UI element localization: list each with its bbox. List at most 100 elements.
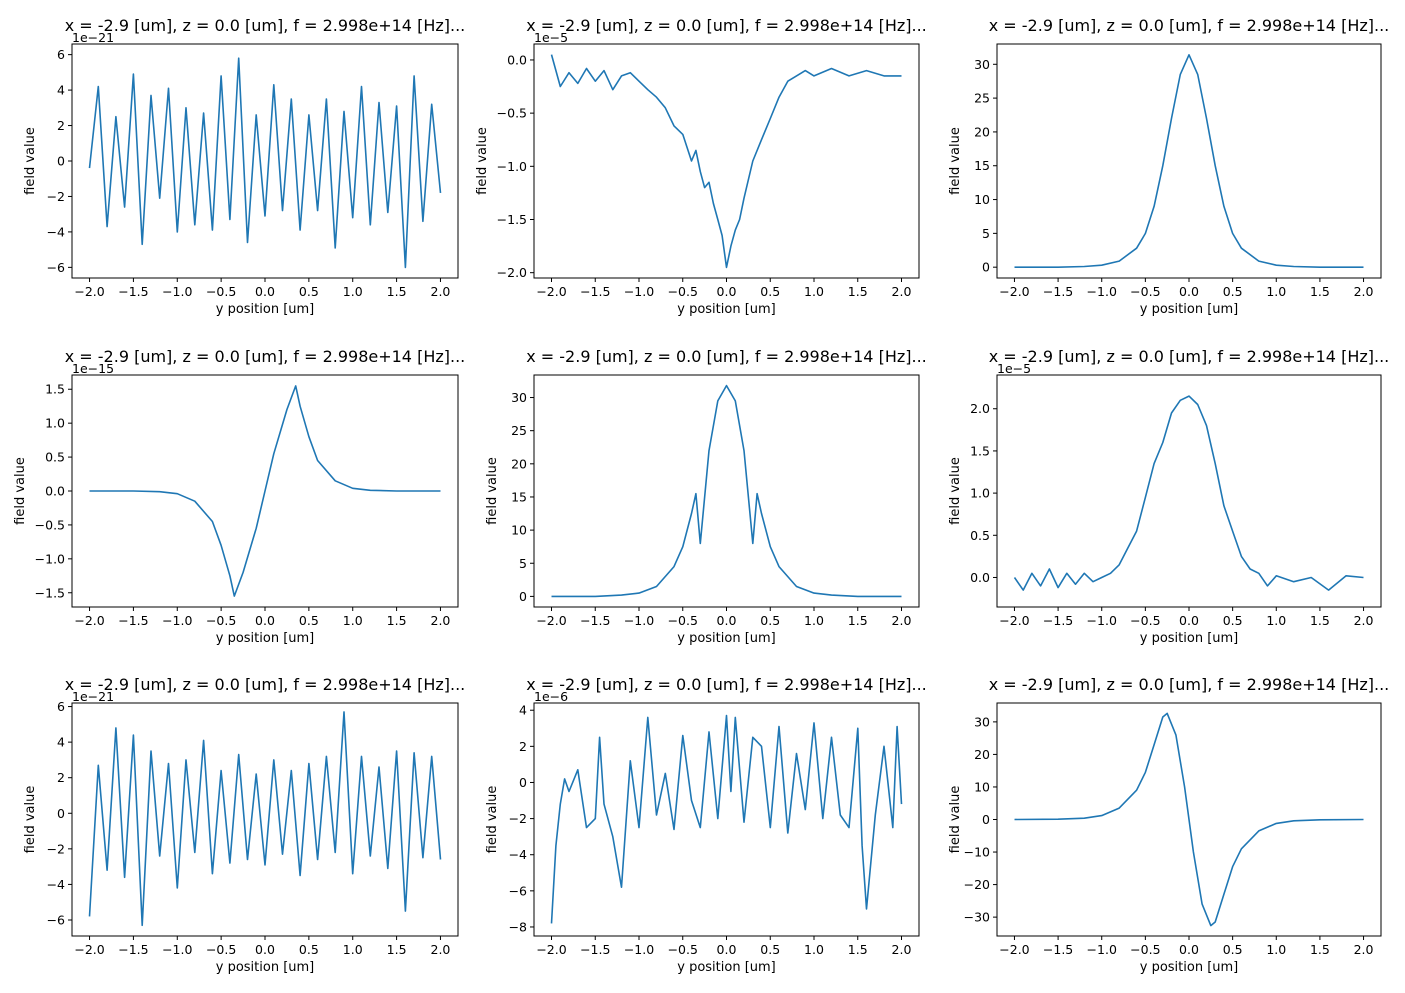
y-tick-label: 5 [519,556,527,571]
x-tick-label: 0.0 [255,942,275,957]
chart-title: x = -2.9 [um], z = 0.0 [um], f = 2.998e+… [989,16,1390,35]
y-tick-label: −2 [47,841,65,856]
plot-frame [71,702,459,937]
y-tick-label: −1.5 [497,212,527,227]
axis-offset-text: 1e−5 [534,30,568,45]
chart-title: x = -2.9 [um], z = 0.0 [um], f = 2.998e+… [526,16,927,35]
y-tick-label: −10 [964,845,990,860]
plot-frame [996,374,1382,608]
subplot-2: x = -2.9 [um], z = 0.0 [um], f = 2.998e+… [475,16,927,317]
x-tick-label: 1.5 [848,284,868,299]
plot-frame [71,43,459,279]
x-tick-label: −0.5 [1130,613,1160,628]
y-tick-label: 0 [57,154,65,169]
y-tick-label: 0.5 [970,528,990,543]
y-tick-label: 25 [511,423,527,438]
plot-frame [996,43,1382,279]
series-line-1 [1014,712,1364,927]
y-tick-label: 15 [511,489,527,504]
x-tick-label: −2.0 [74,284,104,299]
series-line-1 [1013,395,1364,591]
chart-title: x = -2.9 [um], z = 0.0 [um], f = 2.998e+… [989,347,1390,366]
y-tick-label: 2 [57,118,65,133]
y-tick-label: 20 [511,456,527,471]
y-tick-label: −4 [47,877,65,892]
x-tick-label: 1.0 [343,942,363,957]
subplot-8: x = -2.9 [um], z = 0.0 [um], f = 2.998e+… [485,675,927,975]
series-line-1 [550,54,902,269]
chart-title: x = -2.9 [um], z = 0.0 [um], f = 2.998e+… [989,675,1390,694]
x-axis-label: y position [um] [216,960,315,975]
y-tick-label: −1.0 [497,159,527,174]
x-tick-label: 1.0 [1266,613,1286,628]
x-tick-label: 0.5 [760,284,780,299]
x-tick-label: 1.0 [343,613,363,628]
x-tick-label: 0.0 [717,284,737,299]
y-tick-label: 0 [519,775,527,790]
x-tick-label: 1.0 [1266,284,1286,299]
x-tick-label: 1.5 [848,942,868,957]
x-tick-label: −0.5 [668,284,698,299]
x-tick-label: −2.0 [74,613,104,628]
x-tick-label: 0.5 [1223,942,1243,957]
y-axis-label: field value [475,127,490,195]
y-tick-label: −20 [964,877,990,892]
x-tick-label: 1.5 [1310,942,1330,957]
y-tick-label: −2 [509,811,527,826]
y-tick-label: −2 [47,189,65,204]
x-tick-label: −0.5 [668,613,698,628]
x-axis-label: y position [um] [1140,631,1239,646]
y-axis-label: field value [948,457,963,525]
axis-offset-text: 1e−15 [72,361,114,376]
x-tick-label: 2.0 [431,613,451,628]
series-line-1 [551,384,902,598]
x-tick-label: −1.5 [1043,284,1073,299]
x-tick-label: 0.0 [255,284,275,299]
series-line-1 [550,714,903,924]
series-line-1 [1014,53,1364,269]
x-tick-label: −0.5 [206,284,236,299]
subplot-6: x = -2.9 [um], z = 0.0 [um], f = 2.998e+… [948,347,1389,646]
x-tick-label: 2.0 [892,284,912,299]
x-axis-label: y position [um] [1140,302,1239,317]
x-tick-label: 0.5 [760,942,780,957]
y-tick-label: 10 [974,192,990,207]
x-axis-label: y position [um] [677,960,776,975]
y-tick-label: 1.0 [970,486,990,501]
y-tick-label: −6 [47,260,65,275]
x-tick-label: −1.0 [162,284,192,299]
y-tick-label: 2 [519,739,527,754]
x-tick-label: 0.5 [1223,284,1243,299]
y-axis-label: field value [23,786,38,854]
subplot-9: x = -2.9 [um], z = 0.0 [um], f = 2.998e+… [948,675,1389,975]
y-tick-label: 30 [974,714,990,729]
y-tick-label: 0 [519,589,527,604]
subplot-5: x = -2.9 [um], z = 0.0 [um], f = 2.998e+… [485,347,927,646]
x-tick-label: −2.0 [999,284,1029,299]
subplot-1: x = -2.9 [um], z = 0.0 [um], f = 2.998e+… [23,16,465,317]
x-tick-label: 1.5 [387,613,407,628]
y-tick-label: 10 [511,523,527,538]
x-tick-label: 2.0 [1354,942,1374,957]
y-tick-label: −2.0 [497,265,527,280]
plot-frame [533,702,920,937]
subplot-7: x = -2.9 [um], z = 0.0 [um], f = 2.998e+… [23,675,465,975]
y-tick-label: 20 [974,747,990,762]
x-tick-label: −1.0 [624,284,654,299]
y-axis-label: field value [948,127,963,195]
x-tick-label: −0.5 [206,942,236,957]
y-tick-label: 0.0 [507,52,527,67]
y-tick-label: 1.0 [45,416,65,431]
y-axis-label: field value [23,127,38,195]
x-tick-label: 0.0 [1179,284,1199,299]
x-tick-label: −1.0 [162,942,192,957]
x-tick-label: 2.0 [431,942,451,957]
y-tick-label: 0.0 [45,484,65,499]
chart-title: x = -2.9 [um], z = 0.0 [um], f = 2.998e+… [526,347,927,366]
x-tick-label: 0.5 [299,284,319,299]
x-tick-label: −1.0 [624,942,654,957]
y-tick-label: 6 [57,699,65,714]
y-tick-label: −6 [509,883,527,898]
x-tick-label: 2.0 [431,284,451,299]
